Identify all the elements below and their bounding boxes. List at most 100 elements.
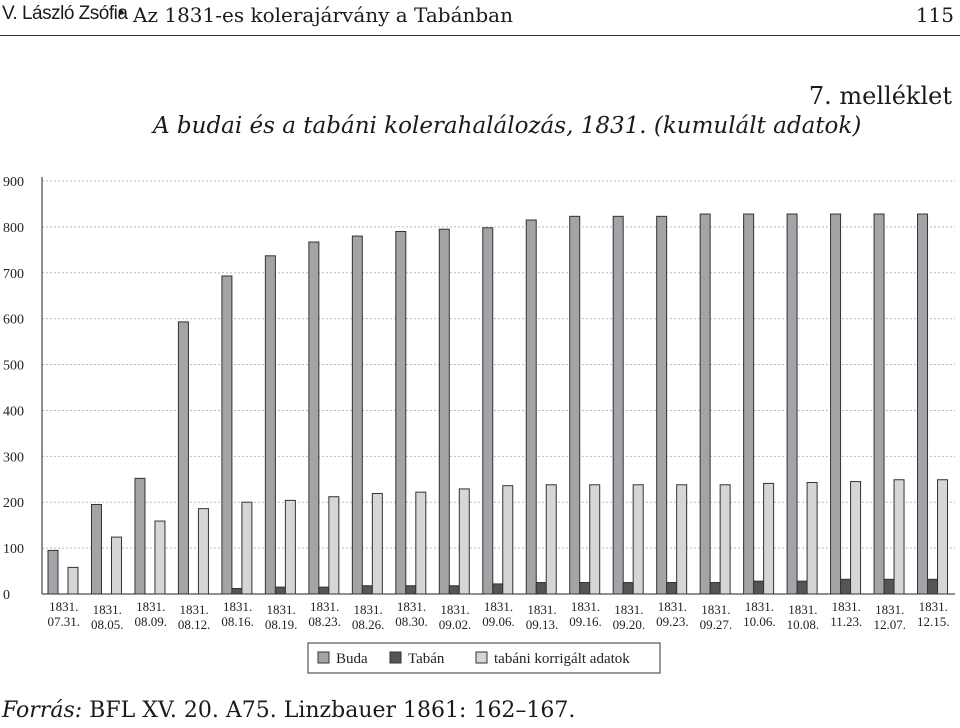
bar-taban	[579, 582, 591, 595]
bar-corrected	[154, 520, 166, 595]
x-tick-label-year: 1831.	[875, 602, 904, 617]
x-tick-label-date: 08.05.	[91, 617, 124, 632]
bar-taban	[318, 586, 330, 595]
bar-taban	[666, 582, 678, 595]
x-tick-label-year: 1831.	[614, 602, 643, 617]
x-tick-label-date: 08.16.	[221, 614, 254, 629]
bar-corrected	[937, 479, 949, 595]
header-rule	[0, 35, 960, 36]
x-tick-label-year: 1831.	[701, 602, 730, 617]
x-tick-label-date: 12.15.	[917, 614, 950, 629]
x-tick-label-date: 08.26.	[352, 617, 385, 632]
x-tick-label-date: 10.06.	[743, 614, 776, 629]
bar-buda	[264, 255, 276, 595]
running-head-title: Az 1831-es kolerajárvány a Tabánban	[133, 3, 513, 27]
x-tick-label-year: 1831.	[919, 599, 948, 614]
x-tick-label-date: 12.07.	[874, 617, 907, 632]
legend-swatch-corrected	[475, 651, 488, 664]
x-tick-label-year: 1831.	[832, 599, 861, 614]
bar-buda	[308, 241, 320, 595]
bar-corrected	[676, 484, 688, 595]
bar-corrected	[328, 496, 340, 595]
x-tick-label-year: 1831.	[745, 599, 774, 614]
bar-buda	[482, 227, 494, 595]
bar-corrected	[415, 491, 427, 595]
x-tick-label-date: 09.13.	[526, 617, 559, 632]
x-tick-label-date: 10.08.	[787, 617, 820, 632]
x-tick-label-date: 09.27.	[700, 617, 733, 632]
bar-taban	[448, 585, 460, 595]
bar-taban	[535, 582, 547, 595]
x-tick-label-year: 1831.	[440, 602, 469, 617]
bar-corrected	[458, 488, 470, 595]
bar-buda	[786, 213, 798, 595]
x-tick-label-year: 1831.	[397, 599, 426, 614]
bar-buda	[873, 213, 885, 595]
bar-corrected	[197, 508, 209, 595]
y-tick-label: 400	[3, 404, 24, 419]
source-text: BFL XV. 20. A75. Linzbauer 1861: 162–167…	[89, 698, 576, 723]
appendix-label: 7. melléklet	[808, 82, 952, 110]
page-number: 115	[915, 3, 954, 27]
bar-chart: 01002003004005006007008009001831.07.31.1…	[3, 175, 955, 674]
x-tick-label-date: 08.30.	[395, 614, 428, 629]
bar-corrected	[284, 499, 296, 595]
running-head: V. László Zsófia • Az 1831-es kolerajárv…	[0, 0, 960, 34]
bar-buda	[612, 215, 624, 595]
bar-corrected	[719, 484, 731, 595]
bar-taban	[883, 578, 895, 595]
bar-corrected	[806, 481, 818, 595]
x-tick-label-date: 08.12.	[178, 617, 211, 632]
x-tick-label-date: 09.02.	[439, 617, 472, 632]
x-tick-label-date: 09.16.	[569, 614, 602, 629]
bar-buda	[438, 228, 450, 595]
y-tick-label: 500	[3, 359, 24, 374]
x-tick-label-date: 07.31.	[47, 614, 80, 629]
source-note: Forrás: BFL XV. 20. A75. Linzbauer 1861:…	[2, 698, 575, 723]
bar-corrected	[502, 485, 514, 595]
x-tick-label-date: 11.23.	[830, 614, 862, 629]
legend-swatch-taban	[389, 651, 402, 664]
x-tick-label-year: 1831.	[527, 602, 556, 617]
bar-buda	[569, 215, 581, 595]
x-tick-label-date: 09.20.	[613, 617, 646, 632]
y-tick-label: 300	[3, 450, 24, 465]
x-tick-label-year: 1831.	[266, 602, 295, 617]
bar-taban	[361, 585, 373, 595]
y-tick-label: 100	[3, 542, 24, 557]
x-tick-label-year: 1831.	[484, 599, 513, 614]
bar-buda	[351, 235, 363, 595]
bar-buda	[917, 213, 929, 595]
bar-buda	[656, 215, 668, 595]
y-tick-label: 900	[3, 175, 24, 190]
x-tick-label-year: 1831.	[310, 599, 339, 614]
running-head-bullet: •	[116, 4, 127, 24]
legend-label-corrected: tabáni korrigált adatok	[494, 651, 630, 667]
y-tick-label: 600	[3, 313, 24, 328]
bar-taban	[927, 578, 939, 595]
x-tick-label-date: 09.23.	[656, 614, 689, 629]
y-tick-label: 200	[3, 496, 24, 511]
bar-taban	[753, 580, 765, 595]
bar-buda	[743, 213, 755, 595]
bar-taban	[231, 587, 243, 595]
bar-corrected	[632, 484, 644, 595]
bar-buda	[525, 219, 537, 595]
bar-corrected	[67, 566, 79, 595]
x-tick-label-date: 08.09.	[134, 614, 167, 629]
x-tick-label-year: 1831.	[571, 599, 600, 614]
y-tick-label: 0	[3, 588, 10, 603]
x-tick-label-year: 1831.	[658, 599, 687, 614]
bar-taban	[492, 583, 504, 595]
x-tick-label-date: 09.06.	[482, 614, 515, 629]
x-tick-label-year: 1831.	[49, 599, 78, 614]
bar-taban	[796, 580, 808, 595]
legend-label-buda: Buda	[336, 651, 368, 667]
x-tick-label-year: 1831.	[223, 599, 252, 614]
source-label: Forrás:	[2, 698, 83, 723]
bar-buda	[177, 321, 189, 595]
bar-taban	[840, 578, 852, 595]
running-head-author: V. László Zsófia	[2, 3, 128, 24]
bar-taban	[709, 582, 721, 595]
x-tick-label-year: 1831.	[93, 602, 122, 617]
